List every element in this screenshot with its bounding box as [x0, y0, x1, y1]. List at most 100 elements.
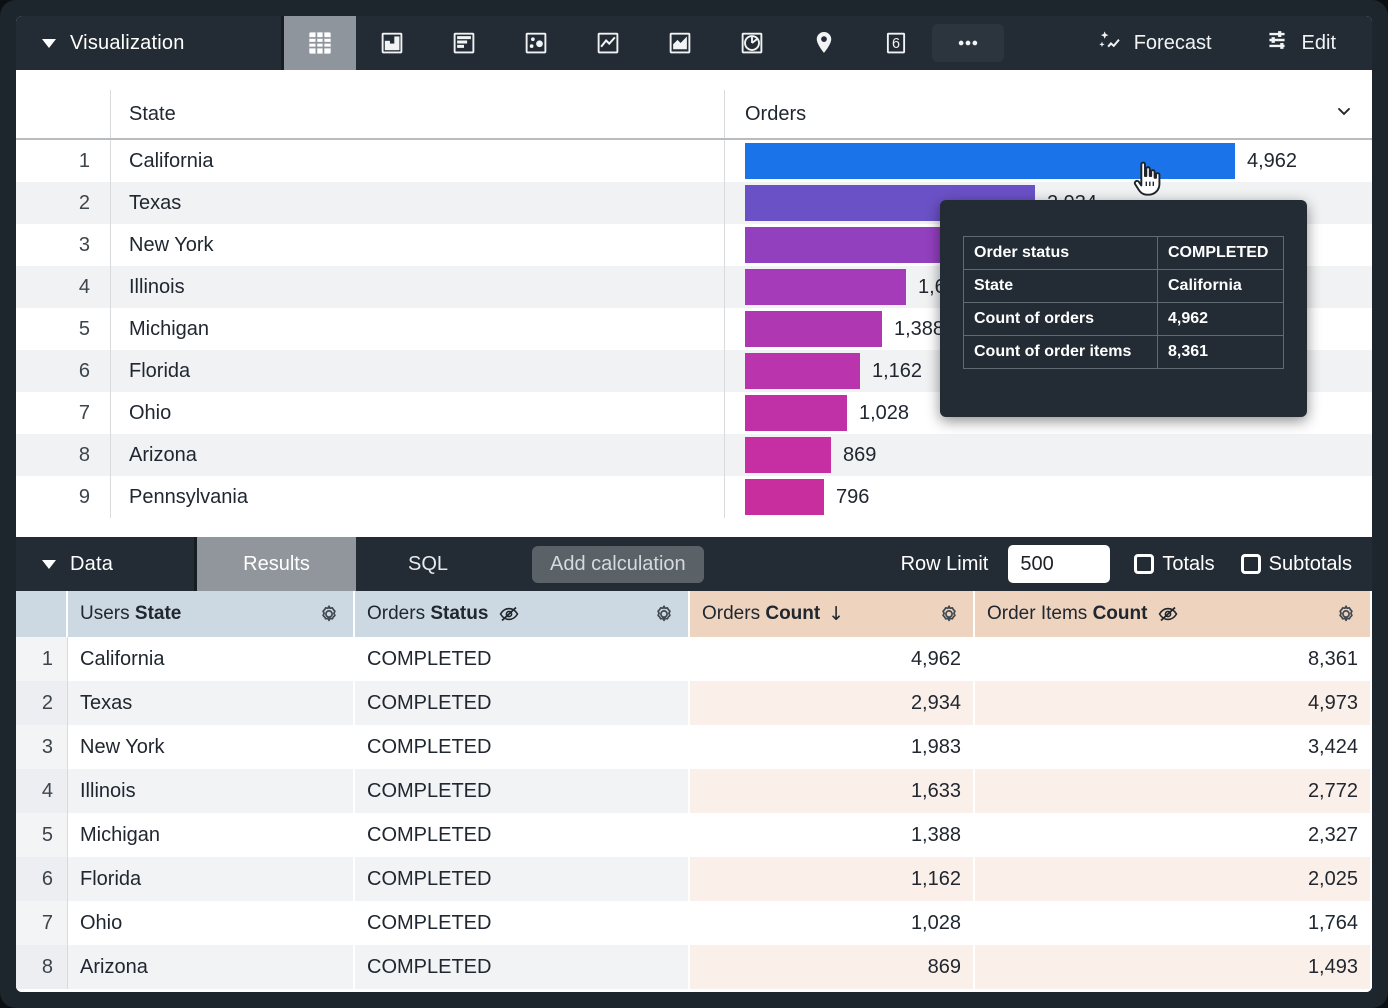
tooltip-value: 4,962 — [1168, 310, 1209, 327]
tab-results[interactable]: Results — [197, 537, 356, 591]
tooltip-table: Order status COMPLETED State California Coun… — [963, 236, 1284, 369]
forecast-button[interactable]: Forecast — [1070, 16, 1238, 70]
tooltip-value: California — [1168, 277, 1242, 294]
orders-bar[interactable] — [745, 353, 860, 389]
viz-type-single-value-button[interactable]: 6 — [860, 16, 932, 70]
visualization-section-toggle[interactable]: Visualization — [16, 16, 281, 70]
totals-checkbox[interactable] — [1134, 554, 1155, 574]
viz-state-column-header[interactable]: State — [129, 102, 176, 125]
gear-icon[interactable] — [1334, 602, 1358, 626]
viz-bar-cell: 869 — [724, 434, 1372, 476]
results-header-count-3[interactable]: Order Items Count — [975, 591, 1372, 637]
results-table-row: 1 California COMPLETED 4,962 8,361 — [16, 637, 1372, 681]
table-icon — [304, 27, 336, 59]
edit-button[interactable]: Edit — [1238, 16, 1372, 70]
bar-chart-icon — [449, 28, 479, 58]
orders-bar-value: 796 — [836, 485, 870, 508]
results-table-row: 2 Texas COMPLETED 2,934 4,973 — [16, 681, 1372, 725]
orders-bar-value: 1,388 — [894, 317, 945, 340]
tooltip-row: Order status COMPLETED — [964, 237, 1283, 270]
column-chart-icon — [377, 28, 407, 58]
results-header-state-0[interactable]: Users State — [68, 591, 355, 637]
tooltip-row: State California — [964, 270, 1283, 303]
viz-bar-cell: 1,162 — [724, 350, 1372, 392]
hidden-from-viz-icon — [1156, 602, 1180, 626]
bar-hover-tooltip: Order status COMPLETED State California Coun… — [940, 200, 1307, 417]
orders-bar[interactable] — [745, 311, 882, 347]
order-items-count-cell: 2,772 — [975, 769, 1372, 813]
viz-orders-column-header[interactable]: Orders — [724, 90, 1372, 138]
orders-count-cell: 4,962 — [690, 637, 975, 681]
results-header-count-2[interactable]: Orders Count ↓ — [690, 591, 975, 637]
state-cell: New York — [68, 725, 355, 769]
viz-type-line-chart-button[interactable] — [572, 16, 644, 70]
subtotals-label: Subtotals — [1268, 552, 1352, 575]
subtotals-toggle[interactable]: Subtotals — [1240, 552, 1352, 576]
visualization-title: Visualization — [70, 31, 185, 54]
state-cell: Texas — [68, 681, 355, 725]
tune-icon — [1264, 27, 1290, 59]
single-value-icon: 6 — [881, 28, 911, 58]
gear-icon[interactable] — [652, 602, 676, 626]
totals-toggle[interactable]: Totals — [1134, 553, 1215, 576]
viz-type-scatter-chart-button[interactable] — [500, 16, 572, 70]
viz-type-more-button[interactable] — [932, 24, 1004, 62]
mouse-cursor-hand — [1126, 158, 1168, 205]
results-table-row: 8 Arizona COMPLETED 869 1,493 — [16, 945, 1372, 989]
viz-type-area-chart-button[interactable] — [644, 16, 716, 70]
results-table-header: Users State Orders Status Orders Count ↓ Ord… — [16, 591, 1372, 637]
orders-bar[interactable] — [745, 437, 831, 473]
viz-row-number: 6 — [16, 350, 111, 392]
viz-row-number: 9 — [16, 476, 111, 518]
subtotals-checkbox[interactable] — [1240, 554, 1261, 574]
tooltip-label: Count of orders — [964, 303, 1158, 335]
area-chart-icon — [665, 28, 695, 58]
row-limit-input[interactable] — [1008, 545, 1111, 583]
viz-type-map-button[interactable] — [788, 16, 860, 70]
viz-table-row: 9 Pennsylvania 796 — [16, 476, 1372, 518]
status-cell: COMPLETED — [355, 901, 690, 945]
tooltip-label: Count of order items — [964, 336, 1158, 368]
column-group-label: Users — [80, 603, 135, 624]
state-cell: Arizona — [68, 945, 355, 989]
orders-count-cell: 869 — [690, 945, 975, 989]
orders-bar[interactable] — [745, 269, 906, 305]
sort-desc-icon: ↓ — [828, 603, 845, 625]
toolbar-divider — [194, 537, 197, 591]
orders-count-cell: 1,633 — [690, 769, 975, 813]
orders-bar[interactable] — [745, 395, 847, 431]
column-field-label: Count — [1092, 603, 1148, 624]
viz-type-table-button[interactable] — [284, 16, 356, 70]
tooltip-label: Order status — [964, 237, 1158, 269]
viz-state-cell: Illinois — [129, 275, 185, 298]
orders-bar-value: 1,028 — [859, 401, 910, 424]
gear-icon[interactable] — [317, 602, 341, 626]
order-items-count-cell: 2,025 — [975, 857, 1372, 901]
results-table: Users State Orders Status Orders Count ↓ Ord… — [16, 591, 1372, 992]
edit-label: Edit — [1301, 31, 1336, 54]
viz-type-pie-chart-button[interactable] — [716, 16, 788, 70]
viz-type-bar-chart-button[interactable] — [428, 16, 500, 70]
data-section-toggle[interactable]: Data — [16, 537, 194, 591]
line-chart-icon — [593, 28, 623, 58]
tooltip-value: 8,361 — [1168, 343, 1209, 360]
orders-bar[interactable] — [745, 227, 941, 263]
orders-bar[interactable] — [745, 479, 824, 515]
explore-content: Visualization — [16, 16, 1372, 992]
gear-icon[interactable] — [937, 602, 961, 626]
tab-sql[interactable]: SQL — [407, 552, 449, 575]
toolbar-divider — [281, 16, 284, 70]
viz-type-column-chart-button[interactable] — [356, 16, 428, 70]
add-calculation-button[interactable]: Add calculation — [532, 545, 704, 583]
chevron-down-icon[interactable] — [1334, 101, 1354, 127]
results-header-status-1[interactable]: Orders Status — [355, 591, 690, 637]
viz-orders-header-label: Orders — [745, 102, 807, 125]
viz-table-row: 1 California 4,962 — [16, 140, 1372, 182]
status-cell: COMPLETED — [355, 769, 690, 813]
column-group-label: Orders — [702, 603, 766, 624]
state-cell: Florida — [68, 857, 355, 901]
status-cell: COMPLETED — [355, 681, 690, 725]
results-table-row: 5 Michigan COMPLETED 1,388 2,327 — [16, 813, 1372, 857]
viz-table-row: 8 Arizona 869 — [16, 434, 1372, 476]
row-number-cell: 7 — [16, 901, 68, 945]
